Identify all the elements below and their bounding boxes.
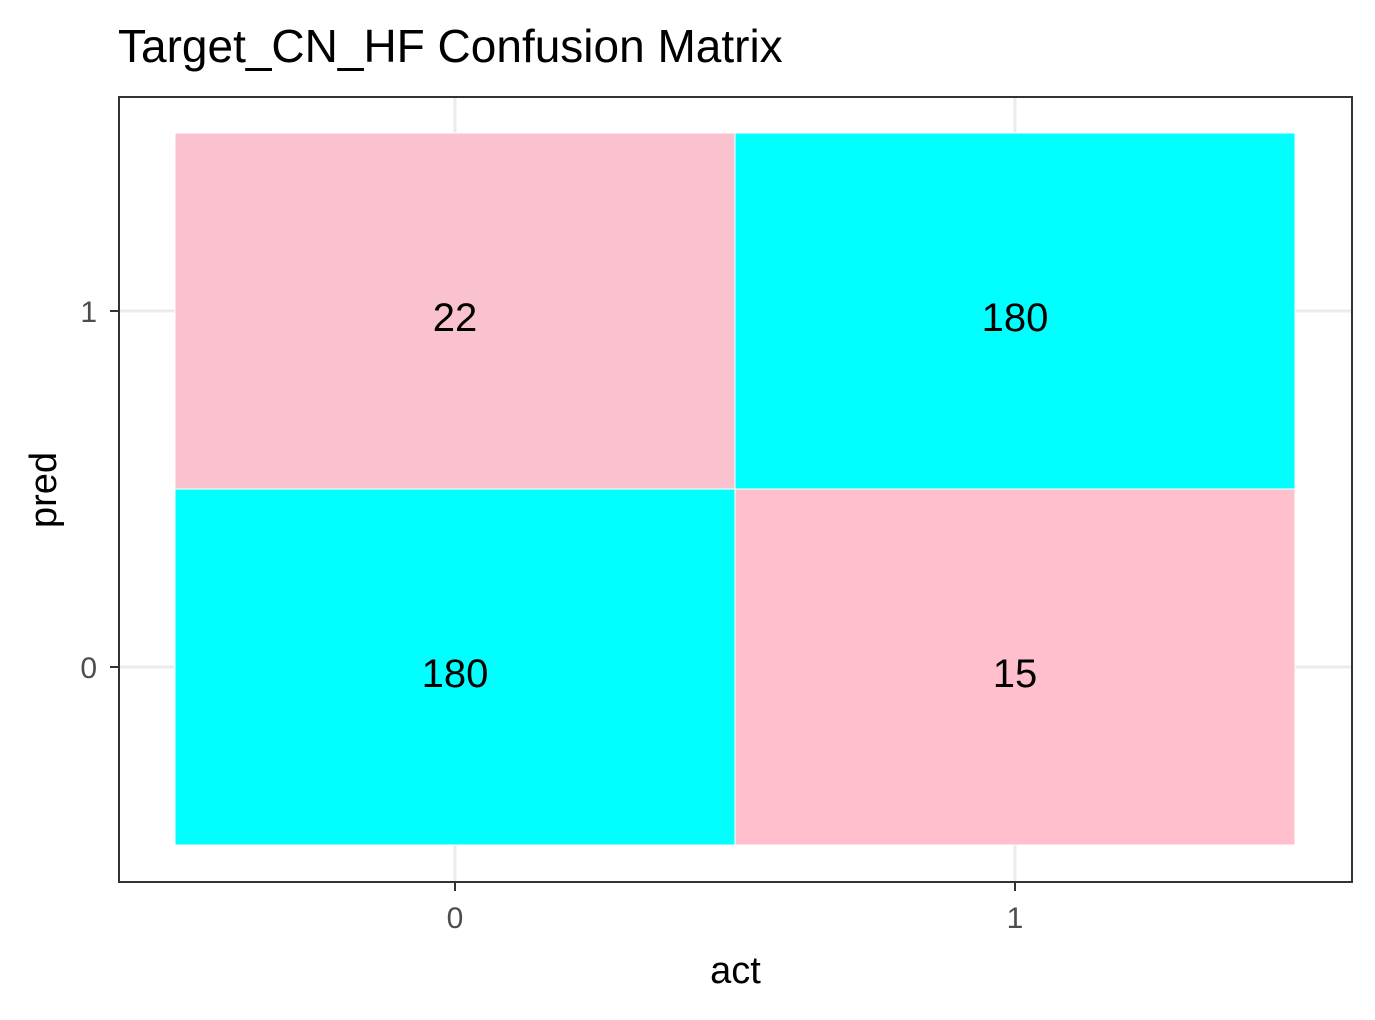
cell-label-act1-pred1: 180 <box>982 296 1049 340</box>
cell-act1-pred1 <box>734 132 1296 490</box>
cell-act0-pred0 <box>174 488 736 846</box>
cell-label-act0-pred0: 180 <box>422 652 489 696</box>
heatmap-cells <box>174 132 1296 846</box>
axes: 0 1 0 1 <box>80 296 1023 935</box>
cell-label-act0-pred1: 22 <box>433 296 478 340</box>
panel-border <box>118 96 1353 883</box>
y-tick-label-0: 0 <box>80 652 97 685</box>
cell-act1-pred0 <box>734 488 1296 846</box>
x-tick-label-1: 1 <box>1007 902 1024 935</box>
cell-label-act1-pred0: 15 <box>993 652 1038 696</box>
x-axis-title: act <box>710 950 761 992</box>
y-axis-title: pred <box>23 452 65 528</box>
cell-value-labels: 22 180 180 15 <box>422 296 1049 696</box>
y-tick-label-1: 1 <box>80 296 97 329</box>
chart-title: Target_CN_HF Confusion Matrix <box>118 20 783 72</box>
x-tick-label-0: 0 <box>447 902 464 935</box>
